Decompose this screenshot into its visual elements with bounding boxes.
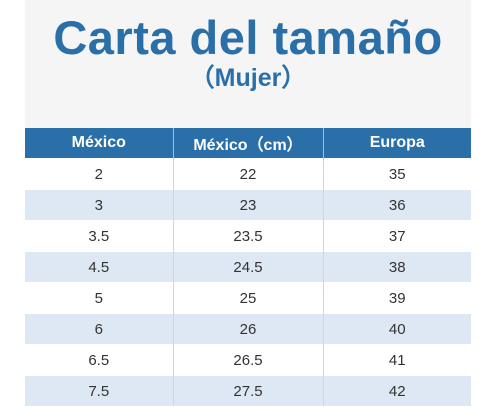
cell-europa: 38 [323,251,471,283]
chart-header: Carta del tamaño （Mujer） [25,0,471,128]
cell-mexico: 5 [25,282,174,314]
cell-mexico-cm: 23 [173,189,324,221]
cell-mexico: 2 [25,158,174,190]
cell-mexico: 6.5 [25,344,174,376]
cell-europa: 35 [323,158,471,190]
size-table: México México（cm） Europa 2 22 35 3 23 36… [25,128,471,406]
table-row: 2 22 35 [25,158,471,190]
cell-mexico: 7.5 [25,375,174,406]
page-subtitle: （Mujer） [189,64,307,92]
cell-mexico-cm: 25 [173,282,324,314]
cell-mexico-cm: 26.5 [173,344,324,376]
table-row: 3 23 36 [25,189,471,221]
cell-europa: 42 [323,375,471,406]
column-header-europa: Europa [323,128,471,159]
table-row: 4.5 24.5 38 [25,251,471,283]
table-row: 6.5 26.5 41 [25,344,471,376]
column-header-mexico-cm: México（cm） [173,128,324,159]
cell-europa: 39 [323,282,471,314]
cell-mexico: 6 [25,313,174,345]
cell-mexico-cm: 26 [173,313,324,345]
cell-europa: 40 [323,313,471,345]
cell-europa: 37 [323,220,471,252]
cell-mexico-cm: 27.5 [173,375,324,406]
table-row: 5 25 39 [25,282,471,314]
cell-europa: 41 [323,344,471,376]
column-header-mexico: México [25,128,174,159]
table-row: 7.5 27.5 42 [25,375,471,406]
cell-mexico: 3.5 [25,220,174,252]
table-row: 6 26 40 [25,313,471,345]
table-header-row: México México（cm） Europa [25,128,471,159]
page-title: Carta del tamaño [53,11,443,64]
cell-mexico-cm: 23.5 [173,220,324,252]
cell-mexico: 4.5 [25,251,174,283]
cell-mexico-cm: 24.5 [173,251,324,283]
cell-mexico: 3 [25,189,174,221]
cell-mexico-cm: 22 [173,158,324,190]
table-row: 3.5 23.5 37 [25,220,471,252]
cell-europa: 36 [323,189,471,221]
